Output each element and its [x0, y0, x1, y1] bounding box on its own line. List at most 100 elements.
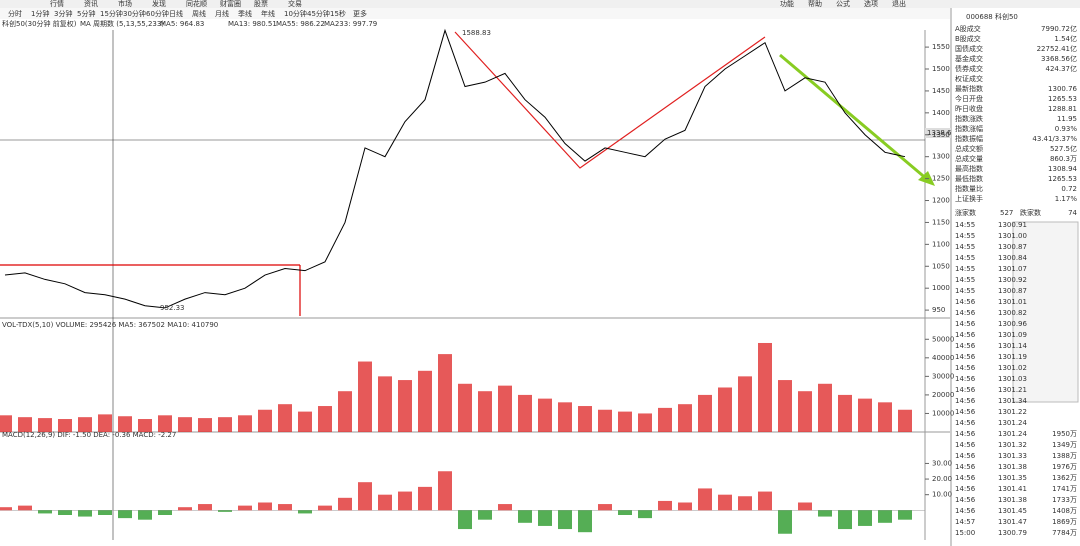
bar	[558, 402, 572, 432]
stat-label: 最高指数	[955, 164, 983, 173]
y-tick-label: 20000	[932, 391, 954, 399]
menu-item: 资讯	[84, 0, 98, 8]
trade-time: 14:56	[955, 397, 976, 405]
menu-item: 发现	[152, 0, 166, 8]
bar	[578, 510, 592, 533]
bar	[278, 504, 292, 511]
bar	[198, 418, 212, 432]
timeframe: 3分钟	[54, 9, 72, 18]
trade-price: 1301.47	[998, 518, 1027, 526]
drawing-toolbar[interactable]	[1012, 221, 1079, 403]
bar	[638, 413, 652, 432]
trade-volume: 1362万	[1052, 474, 1077, 482]
y-tick-label: 1050	[932, 262, 950, 270]
price-tag	[925, 128, 951, 138]
bar	[718, 494, 732, 511]
bar	[778, 380, 792, 432]
bar	[538, 510, 552, 526]
toolbar	[0, 8, 950, 19]
bar	[618, 411, 632, 432]
bar	[418, 486, 432, 511]
bar	[818, 510, 832, 517]
y-tick-label: 20.00	[932, 475, 952, 483]
trade-time: 14:56	[955, 441, 976, 449]
bar	[358, 482, 372, 511]
stat-value: 0.93%	[1055, 125, 1078, 133]
trade-volume: 1976万	[1052, 463, 1077, 471]
bar	[698, 488, 712, 511]
bar	[158, 415, 172, 432]
bar	[98, 510, 112, 515]
stat-label: 指数振幅	[955, 134, 983, 143]
bar	[298, 411, 312, 432]
bar	[838, 394, 852, 432]
bar	[218, 510, 232, 512]
bar	[358, 361, 372, 432]
bar	[318, 406, 332, 432]
menu-item: 退出	[892, 0, 906, 8]
bar	[198, 504, 212, 511]
legend: MA5: 964.83	[160, 20, 204, 28]
bar	[118, 416, 132, 432]
trade-price: 1301.35	[998, 474, 1027, 482]
bar	[878, 402, 892, 432]
bar	[878, 510, 892, 523]
bar	[558, 510, 572, 530]
stat-value: 1308.94	[1048, 165, 1077, 173]
menu-item: 同花顺	[186, 0, 207, 8]
stock-code: 000688 科创50	[966, 12, 1018, 21]
menu-item: 帮助	[808, 0, 822, 8]
trade-price: 1301.45	[998, 507, 1027, 515]
stat-value: 22752.41亿	[1037, 44, 1077, 53]
trade-time: 14:56	[955, 463, 976, 471]
trade-price: 1301.38	[998, 463, 1027, 471]
bar	[0, 415, 12, 432]
timeframe: 季线	[238, 9, 252, 18]
stat-value: 1288.81	[1048, 105, 1077, 113]
stat-value: 3368.56亿	[1041, 54, 1077, 63]
y-tick-label: 40000	[932, 354, 954, 362]
trade-time: 14:55	[955, 276, 975, 284]
stat-value: 527.5亿	[1050, 144, 1077, 153]
y-tick-label: 1450	[932, 87, 950, 95]
stat-label: 总成交额	[955, 144, 983, 153]
bar	[458, 510, 472, 530]
bar	[818, 383, 832, 432]
trade-price: 1300.87	[998, 243, 1027, 251]
menu-item: 市场	[118, 0, 132, 8]
timeframe: 年线	[261, 9, 275, 18]
trade-price: 1300.87	[998, 287, 1027, 295]
stat-value: 0.72	[1061, 185, 1077, 193]
bar	[518, 510, 532, 523]
bar	[898, 510, 912, 520]
panel-title: VOL-TDX(5,10) VOLUME: 295426 MA5: 367502…	[2, 321, 218, 329]
bar	[0, 507, 12, 511]
trade-price: 1301.34	[998, 397, 1027, 405]
bar	[398, 380, 412, 432]
drawn-arrow	[779, 53, 929, 182]
bar	[118, 510, 132, 519]
trade-time: 14:56	[955, 342, 976, 350]
timeframe: 10分钟	[284, 9, 307, 18]
trade-time: 14:56	[955, 309, 976, 317]
trade-time: 14:56	[955, 496, 976, 504]
bar	[418, 370, 432, 432]
trade-price: 1301.09	[998, 331, 1027, 339]
trade-price: 1300.79	[998, 529, 1027, 537]
bar	[438, 354, 452, 432]
bar	[378, 376, 392, 432]
trade-time: 14:56	[955, 386, 976, 394]
trade-price: 1300.84	[998, 254, 1027, 262]
bar	[238, 505, 252, 511]
trade-price: 1301.38	[998, 496, 1027, 504]
trade-price: 1300.96	[998, 320, 1027, 328]
trade-time: 14:56	[955, 408, 976, 416]
timeframe: 更多	[353, 9, 367, 18]
bar	[138, 510, 152, 520]
bar	[458, 383, 472, 432]
y-tick-label: 30.00	[932, 459, 952, 467]
legend: MA13: 980.51	[228, 20, 277, 28]
trade-volume: 1349万	[1052, 441, 1077, 449]
trade-time: 14:56	[955, 474, 976, 482]
trade-volume: 1741万	[1052, 485, 1077, 493]
